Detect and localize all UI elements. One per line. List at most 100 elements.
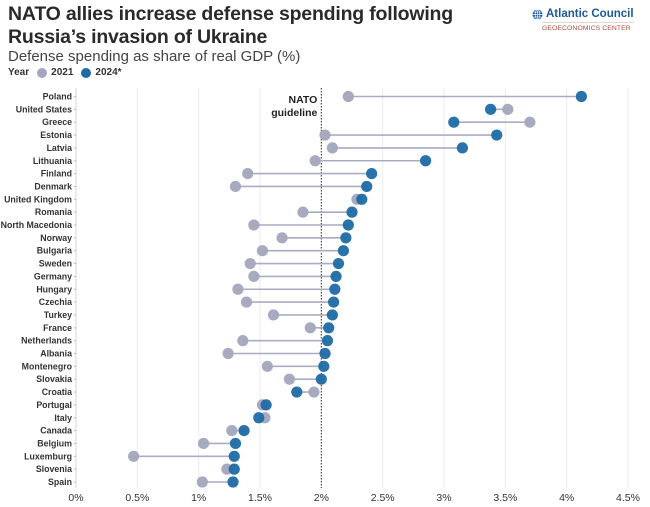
y-category-label: Montenegro: [22, 361, 73, 371]
point-2024: [575, 90, 587, 103]
point-2021: [524, 116, 536, 128]
point-2024: [346, 206, 358, 218]
point-2024: [342, 219, 354, 231]
point-2024: [337, 245, 350, 257]
point-2024: [420, 155, 432, 167]
y-category-label: North Macedonia: [1, 220, 72, 230]
brand-subtitle: GEOECONOMICS CENTER: [542, 22, 634, 32]
x-axis: 0% 0.5% 1% 1.5% 2% 2.5% 3% 3.5% 4% 4.5%: [68, 492, 640, 504]
point-2024: [321, 335, 334, 347]
point-2021: [242, 168, 254, 180]
y-category-label: United Kingdom: [4, 194, 72, 204]
y-category-label: Finland: [41, 169, 72, 179]
y-category-label: Denmark: [34, 181, 72, 191]
y-category-label: Spain: [48, 477, 72, 487]
y-category-label: Czechia: [39, 297, 72, 307]
chart-title: NATO allies increase defense spending fo…: [8, 3, 453, 48]
y-category-label: Greece: [42, 117, 72, 127]
y-category-label: Turkey: [44, 310, 72, 320]
point-2024: [228, 450, 240, 462]
atlantic-council-logo: Atlantic Council GEOECONOMICS CENTER: [532, 8, 634, 32]
x-tick-label: 0%: [68, 492, 83, 504]
chart-subtitle: Defense spending as share of real GDP (%…: [8, 48, 301, 65]
point-2021: [308, 386, 320, 398]
point-2024: [330, 270, 342, 282]
y-category-label: United States: [16, 104, 72, 114]
point-2024: [318, 360, 330, 372]
y-category-label: Germany: [34, 271, 72, 281]
point-2021: [276, 232, 288, 244]
point-2021: [326, 142, 338, 154]
legend-label-2024: 2024*: [95, 67, 122, 78]
brand-name: Atlantic Council: [546, 8, 634, 20]
point-2024: [448, 116, 460, 128]
y-category-label: Portugal: [36, 400, 72, 410]
point-2024: [260, 399, 272, 411]
point-2024: [227, 476, 239, 488]
point-2024: [315, 373, 327, 385]
y-axis: Poland United States Greece Estonia Latvia Li…: [1, 92, 76, 487]
y-category-label: Estonia: [40, 130, 72, 140]
point-2024: [340, 232, 352, 244]
point-2024: [229, 437, 242, 450]
point-2024: [323, 322, 335, 334]
y-category-label: Italy: [54, 413, 72, 423]
y-category-label: Albania: [40, 349, 72, 359]
legend: Year 2021 2024*: [8, 67, 122, 78]
point-2021: [342, 90, 354, 103]
y-category-label: Luxemburg: [24, 451, 72, 461]
x-tick-label: 4.5%: [616, 492, 640, 504]
y-category-label: Canada: [40, 426, 72, 436]
y-category-label: Bulgaria: [37, 246, 72, 256]
point-2024: [238, 425, 250, 437]
point-2021: [244, 257, 256, 270]
x-tick-label: 4%: [559, 492, 574, 504]
point-2021: [237, 335, 249, 347]
point-2021: [226, 425, 238, 437]
x-tick-label: 3.5%: [493, 492, 517, 504]
guideline-label-line1: NATO: [289, 94, 318, 106]
y-category-label: Norway: [40, 233, 72, 243]
point-2021: [297, 206, 309, 218]
y-category-label: Sweden: [39, 259, 72, 269]
point-2024: [356, 193, 368, 205]
point-2021: [128, 450, 140, 462]
y-category-label: Netherlands: [21, 336, 72, 346]
y-category-label: France: [43, 323, 72, 333]
y-category-label: Belgium: [37, 438, 72, 448]
point-2021: [283, 373, 296, 385]
point-2021: [240, 296, 253, 308]
point-2021: [267, 309, 280, 321]
point-2021: [304, 322, 316, 334]
point-2021: [197, 437, 210, 450]
point-2021: [309, 155, 321, 167]
globe-icon: [532, 8, 543, 20]
x-tick-label: 2%: [314, 492, 329, 504]
y-category-label: Lithuania: [33, 156, 72, 166]
point-2024: [253, 412, 265, 424]
dumbbell-marks: [128, 90, 587, 488]
point-2024: [456, 142, 468, 154]
point-2024: [491, 129, 503, 141]
legend-label-2021: 2021: [51, 67, 74, 78]
point-2024: [329, 283, 341, 295]
point-2024: [361, 180, 373, 193]
y-category-label: Slovenia: [36, 464, 72, 474]
point-2021: [248, 270, 260, 282]
legend-swatch-2021: [37, 67, 48, 78]
point-2021: [232, 283, 244, 295]
point-2021: [261, 360, 273, 372]
guideline-label-line2: guideline: [271, 107, 317, 119]
point-2024: [485, 103, 497, 115]
point-2024: [326, 309, 338, 321]
y-category-label: Slovakia: [36, 374, 72, 384]
point-2024: [228, 463, 240, 475]
point-2024: [332, 257, 345, 270]
point-2024: [366, 168, 378, 180]
legend-swatch-2024: [81, 67, 92, 78]
y-category-label: Romania: [35, 207, 72, 217]
x-tick-label: 0.5%: [125, 492, 149, 504]
point-2021: [229, 180, 242, 193]
y-category-label: Hungary: [36, 284, 72, 294]
